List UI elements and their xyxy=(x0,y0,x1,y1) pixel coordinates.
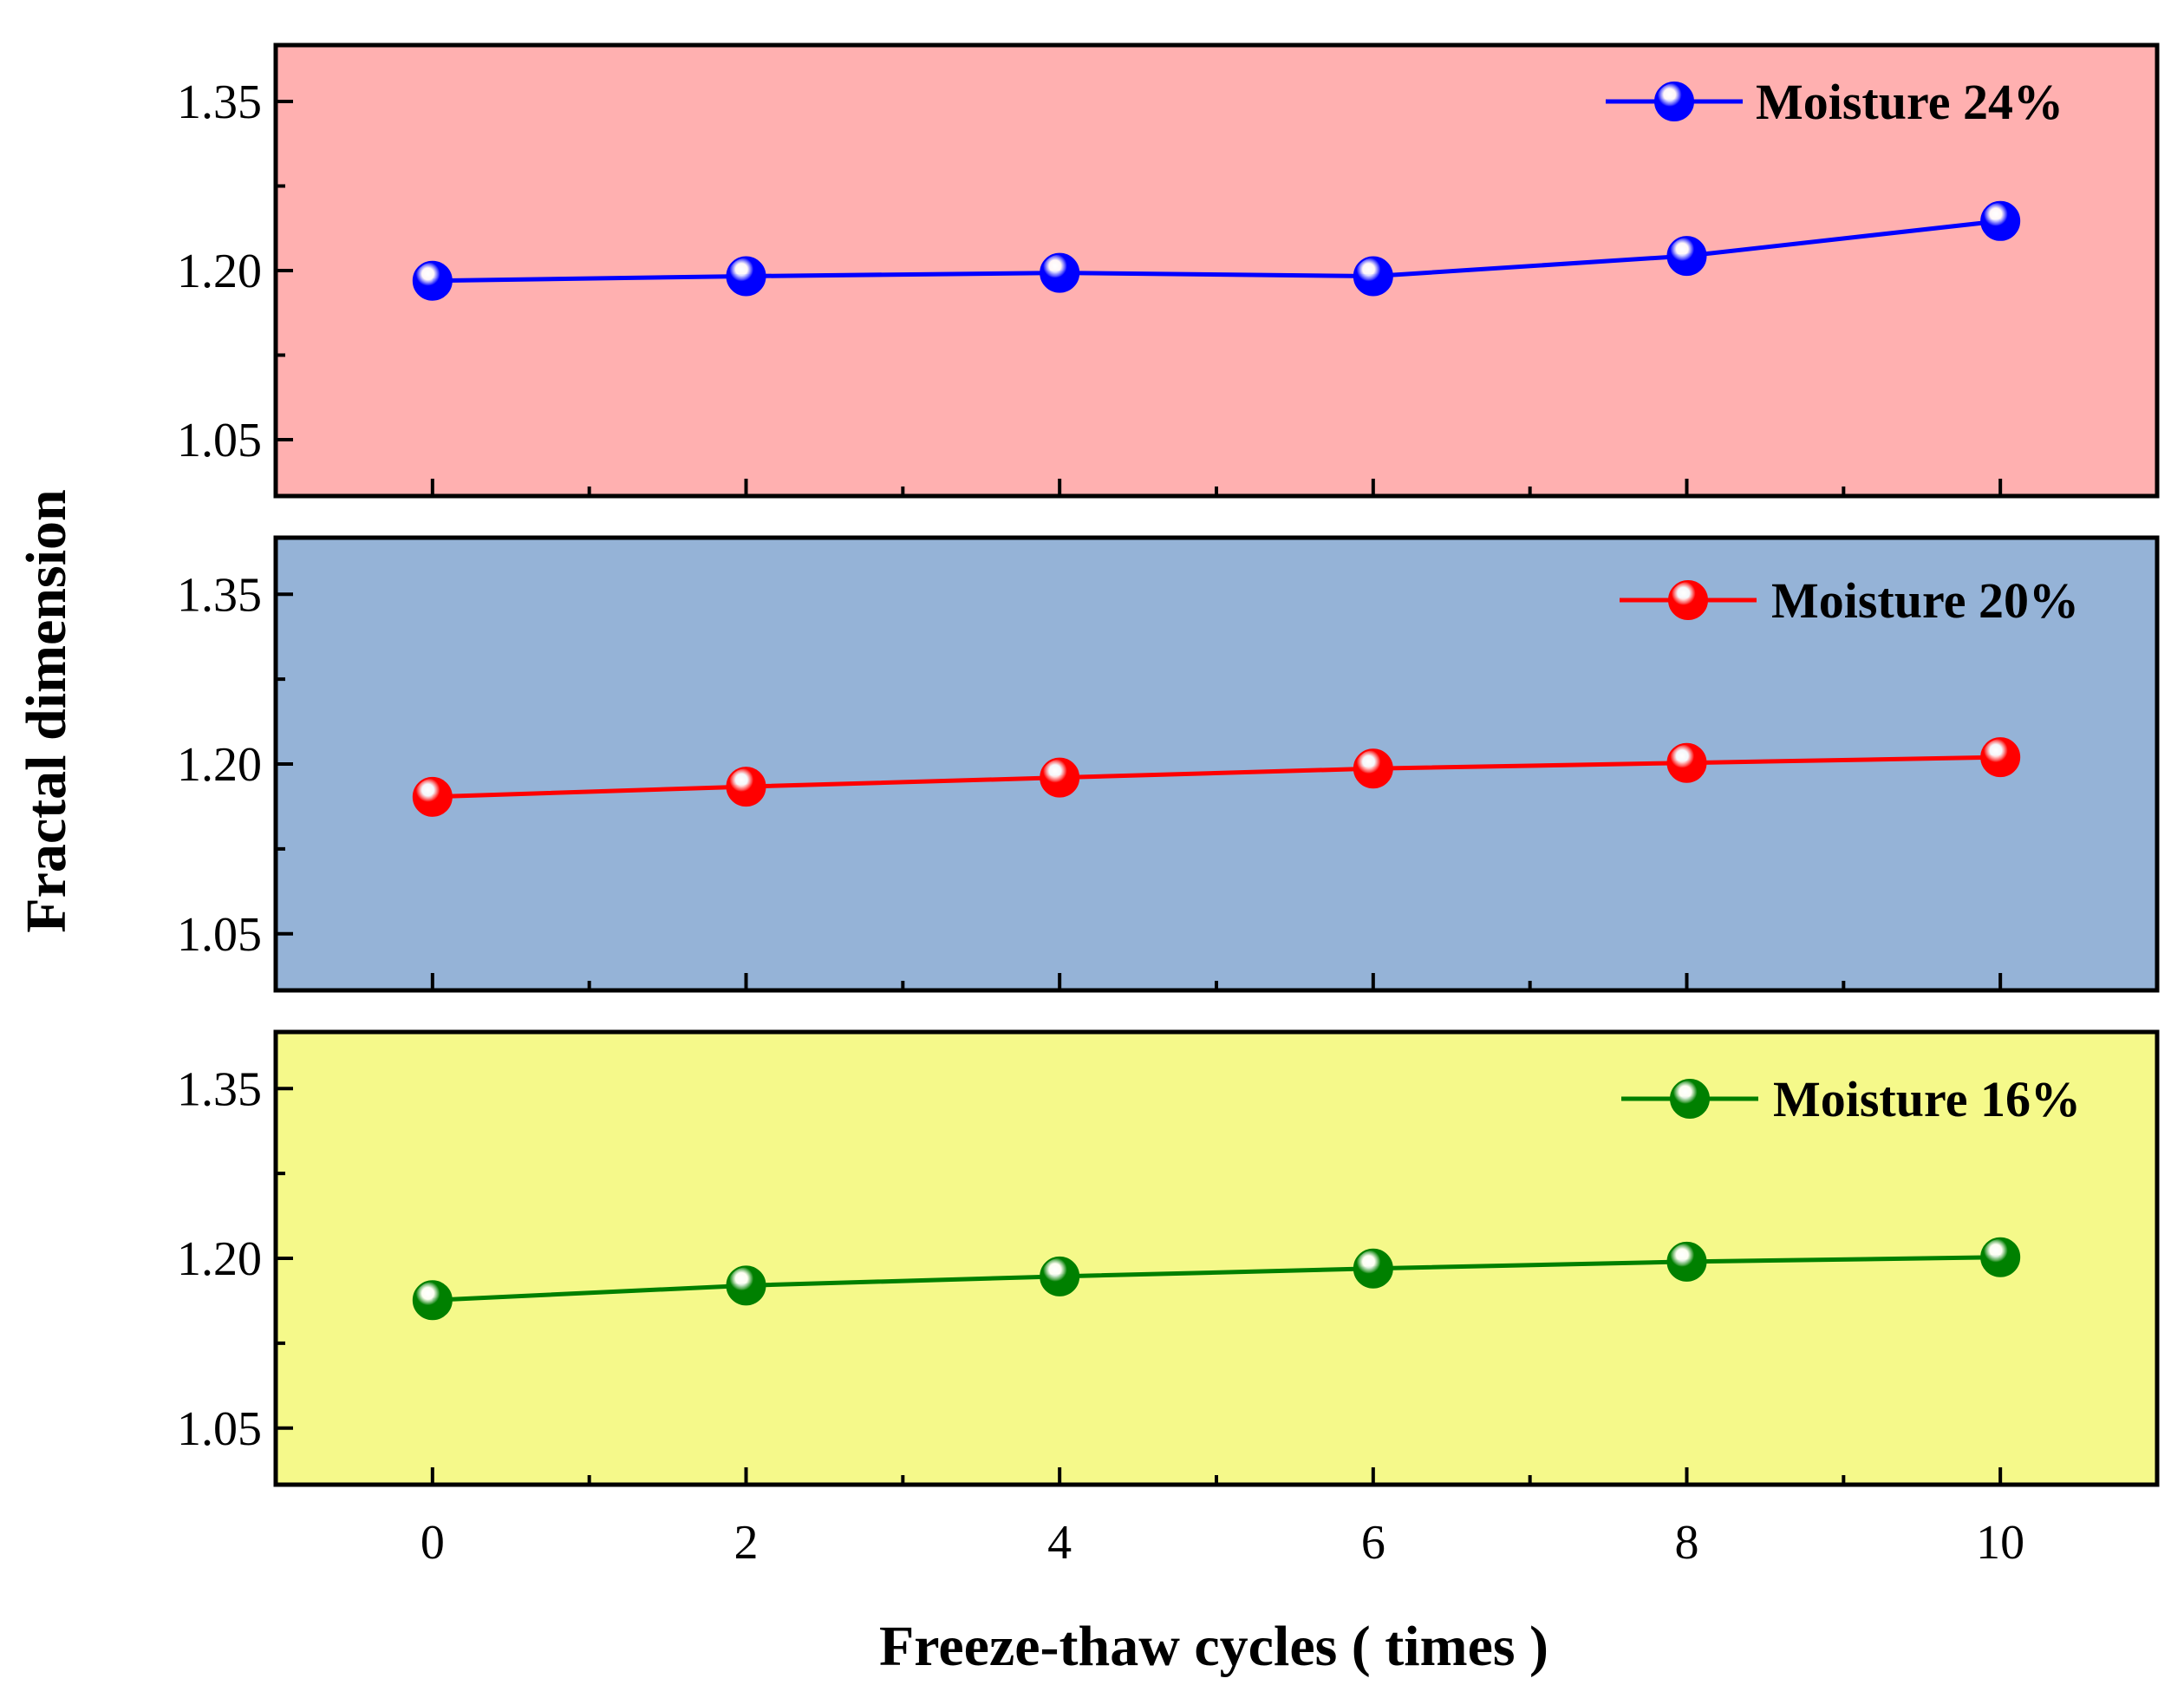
data-point xyxy=(1980,737,2021,778)
y-tick-label: 1.05 xyxy=(177,414,262,467)
data-point xyxy=(1980,1237,2021,1277)
series-line xyxy=(432,754,2001,800)
panel-background xyxy=(273,42,2160,499)
y-tick-label: 1.35 xyxy=(177,1062,262,1116)
y-tick-label: 1.20 xyxy=(177,1232,262,1286)
data-point xyxy=(726,256,766,297)
data-point xyxy=(412,776,453,817)
x-tick-label: 4 xyxy=(1047,1516,1072,1570)
data-point xyxy=(1980,200,2021,241)
legend-label: Moisture 24% xyxy=(1756,74,2063,130)
legend: Moisture 16% xyxy=(1621,1071,2081,1127)
data-point xyxy=(1353,748,1393,789)
y-tick-label: 1.20 xyxy=(177,738,262,792)
legend: Moisture 24% xyxy=(1606,74,2063,130)
panel-1: 1.05 1.20 1.35 Moisture 24% xyxy=(177,42,2160,499)
data-point xyxy=(412,260,453,301)
legend-marker xyxy=(1670,1079,1710,1119)
chart-panels: 1.05 1.20 1.35 Moisture 24% 1.05 1.20 1.35 Mois… xyxy=(177,42,2160,1570)
panel-background xyxy=(273,535,2160,993)
data-point xyxy=(1040,252,1080,293)
data-point xyxy=(1666,1241,1707,1282)
data-point xyxy=(726,767,766,807)
data-point xyxy=(1040,1256,1080,1296)
legend-marker xyxy=(1654,82,1694,121)
data-point xyxy=(1040,757,1080,798)
data-point xyxy=(1666,742,1707,783)
x-tick-label: 8 xyxy=(1675,1516,1699,1570)
data-point xyxy=(1666,236,1707,277)
data-point xyxy=(412,1280,453,1321)
x-axis-title: Freeze-thaw cycles ( times ) xyxy=(879,1615,1548,1678)
x-tick-label: 2 xyxy=(734,1516,759,1570)
x-tick-label: 0 xyxy=(421,1516,445,1570)
y-tick-label: 1.35 xyxy=(177,568,262,622)
legend: Moisture 20% xyxy=(1620,572,2079,629)
legend-label: Moisture 16% xyxy=(1773,1071,2081,1127)
legend-label: Moisture 20% xyxy=(1771,572,2079,629)
x-tick-label: 10 xyxy=(1976,1516,2024,1570)
panel-3: 1.05 1.20 1.35 Moisture 16% xyxy=(177,1029,2160,1487)
y-axis-title: Fractal dimension xyxy=(15,489,78,932)
y-tick-label: 1.05 xyxy=(177,1402,262,1456)
y-tick-label: 1.20 xyxy=(177,245,262,298)
series-line xyxy=(432,1255,2001,1303)
panel-2: 1.05 1.20 1.35 Moisture 20% xyxy=(177,535,2160,993)
x-tick-label: 6 xyxy=(1361,1516,1385,1570)
data-point xyxy=(1353,256,1393,297)
y-tick-label: 1.35 xyxy=(177,75,262,129)
series-line xyxy=(432,219,2001,284)
legend-marker xyxy=(1668,580,1708,620)
y-tick-label: 1.05 xyxy=(177,908,262,962)
data-point xyxy=(726,1265,766,1306)
data-point xyxy=(1353,1248,1393,1289)
